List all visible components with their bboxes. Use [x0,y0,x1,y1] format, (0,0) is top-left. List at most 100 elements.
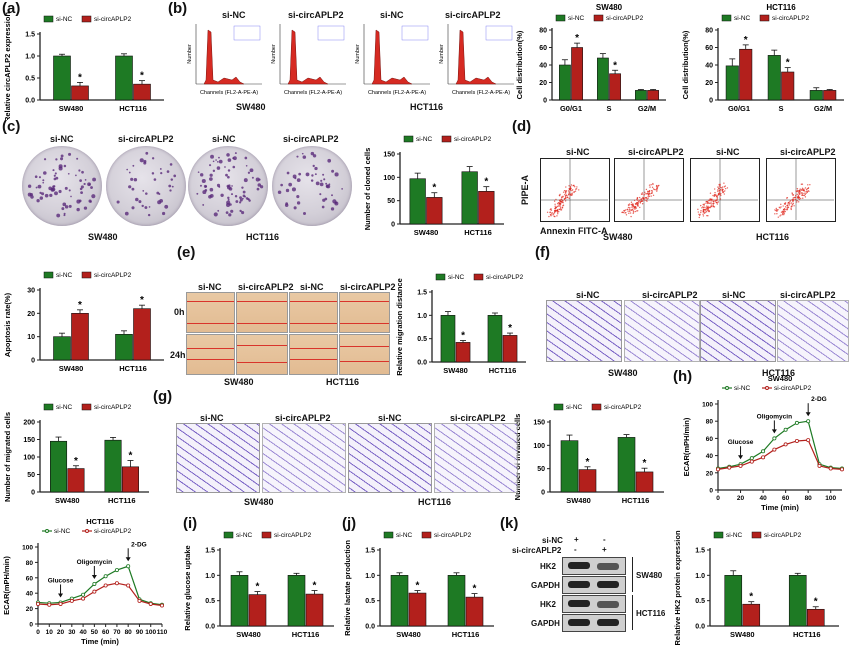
colony-dot [239,196,242,200]
transwell-title: si-circAPLP2 [642,290,698,300]
data-point [103,574,108,579]
x-tick-label: SW480 [236,630,261,639]
flow-event [718,185,721,187]
legend-label: si-circAPLP2 [94,404,132,411]
flow-event [558,211,560,213]
significance-star: * [786,58,790,69]
data-point [114,581,119,586]
flow-event [656,186,659,188]
colony-dot [255,177,260,182]
dish-title: si-NC [212,134,236,144]
data-point [81,592,86,597]
bar [440,315,456,363]
flow-event [780,214,782,216]
flow-event [718,193,720,195]
flow-event [719,189,721,192]
significance-star: * [613,60,617,71]
flow-event [702,211,705,213]
flow-event [792,201,794,203]
data-point [47,602,52,607]
bar [635,471,654,493]
colony-dot [213,212,218,217]
lane2-circ-sign: + [602,545,607,554]
y-axis-label: Relative glucose uptake [183,545,192,630]
chart-c-cloned-cells: si-NC si-circAPLP2 0 50 100 150 Number of clon… [363,135,504,237]
flow-event [647,197,649,199]
scratch-title: si-NC [300,282,324,292]
flow-event [774,213,776,215]
y-tick-label: 0.5 [25,76,35,83]
significance-star: * [508,323,512,334]
legend-label: si-NC [236,532,253,539]
colony-dot [201,178,206,184]
flow-event [791,203,794,206]
flow-event [793,205,795,207]
colony-dot [232,165,236,169]
legend-label: si-circAPLP2 [434,532,472,539]
flow-event [805,188,808,191]
flow-event [806,191,809,193]
flow-event [559,205,561,207]
colony-dot [230,193,234,196]
colony-dot [319,193,322,196]
data-point [69,598,74,603]
flow-event [565,186,567,188]
significance-star: * [140,295,144,306]
colony-dot [326,184,331,189]
colony-dot [218,159,223,164]
y-tick-label: 40 [705,63,713,70]
flow-event [571,189,574,191]
sw480-label: SW480 [236,102,266,112]
flow-event [647,194,650,196]
flow-event [648,195,651,198]
colony-dot [51,187,56,192]
x-tick-label: SW480 [443,366,468,375]
invasion-title: si-circAPLP2 [450,413,506,423]
flow-event [552,214,554,216]
legend-swatch [713,531,724,539]
flow-event [564,195,567,197]
flow-event [556,211,559,213]
flow-event [647,195,649,198]
colony-dot [62,202,67,207]
colony-dot [75,174,77,177]
flow-event [705,202,707,204]
colony-dot [228,213,232,217]
panel-label-a: (a) [2,0,21,17]
hct116-label: HCT116 [762,368,796,378]
data-point [783,427,788,432]
flow-event [724,190,726,192]
flow-event [627,208,629,211]
flow-event [627,204,630,206]
data-point [137,598,142,603]
colony-dot [334,201,339,206]
chart-h-sw480-ecar: SW480 si-NC si-circAPLP2 0 20 40 60 80 100 0 20 40 6… [682,374,844,512]
colony-dot [197,171,200,173]
flow-event [704,209,706,211]
bar [571,47,583,101]
colony-dot [91,194,96,199]
transwell-image [700,300,776,362]
flow-event [789,201,791,203]
flow-event [777,216,780,218]
y-tick-label: 20 [539,80,547,87]
colony-dot [331,169,335,173]
colony-dot [216,160,219,163]
flow-event [625,211,627,214]
flow-event [644,191,646,194]
bar [742,603,761,627]
flow-event [782,211,784,213]
colony-dot [241,186,244,189]
flow-event [715,199,718,201]
bar [823,90,837,101]
x-tick-label: SW480 [59,364,84,373]
colony-dot [61,207,65,211]
transwell-image [624,300,700,362]
flow-event [798,197,800,200]
flow-event [796,193,798,196]
bar [647,90,659,101]
flow-event [804,196,807,198]
lane1-sinc-sign: + [574,535,579,544]
colony-dot [35,186,38,189]
colony-dot [56,213,61,218]
